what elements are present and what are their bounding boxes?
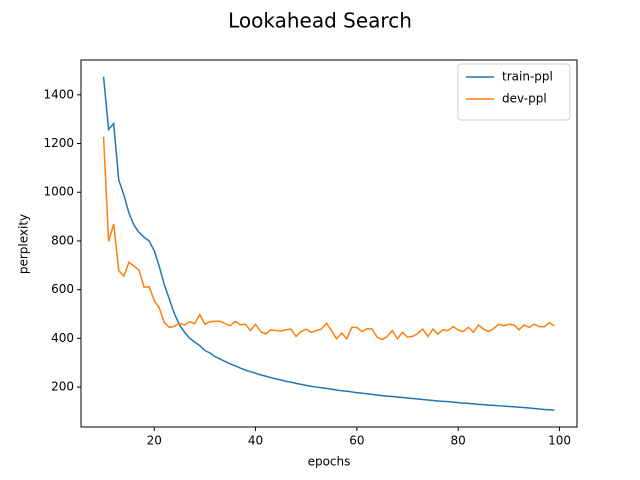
- legend-box: [457, 63, 571, 121]
- x-tick-label: 100: [548, 434, 571, 448]
- x-axis-label: epochs: [308, 455, 351, 469]
- x-tick-label: 60: [349, 434, 364, 448]
- y-axis-label: perplexity: [17, 214, 31, 274]
- y-tick-label: 1200: [43, 136, 74, 150]
- y-tick-label: 1400: [43, 87, 74, 101]
- y-tick-label: 1000: [43, 185, 74, 199]
- x-tick-label: 20: [147, 434, 162, 448]
- series-line: [102, 76, 555, 411]
- y-tick-label: 600: [51, 282, 74, 296]
- y-tick-label: 800: [51, 233, 74, 247]
- chart-title: Lookahead Search: [228, 9, 412, 33]
- legend-label: train-ppl: [502, 70, 553, 84]
- x-tick-label: 80: [451, 434, 466, 448]
- plot-frame: [80, 59, 578, 428]
- y-tick-label: 200: [51, 380, 74, 394]
- x-tick-label: 40: [248, 434, 263, 448]
- y-tick-label: 400: [51, 331, 74, 345]
- series-line: [102, 136, 555, 341]
- legend-label: dev-ppl: [502, 92, 547, 106]
